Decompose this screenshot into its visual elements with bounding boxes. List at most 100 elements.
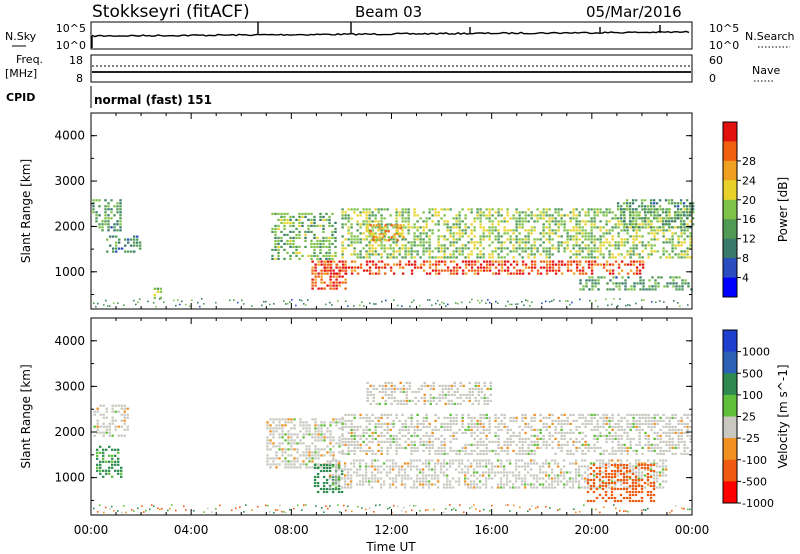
data-cell [440, 425, 443, 428]
data-cell [341, 217, 344, 220]
data-cell [403, 486, 407, 489]
data-cell [679, 217, 683, 220]
data-cell [405, 387, 408, 390]
data-cell [290, 442, 293, 445]
data-cell [111, 404, 114, 407]
data-cell [488, 229, 491, 232]
data-cell [341, 452, 344, 455]
data-cell [591, 276, 594, 279]
data-cell [313, 463, 317, 467]
data-cell [638, 416, 641, 419]
data-cell [596, 250, 599, 253]
data-cell [362, 440, 365, 443]
data-cell [399, 402, 402, 405]
data-cell [590, 208, 593, 211]
data-cell [682, 223, 686, 226]
data-cell [683, 443, 686, 446]
data-cell [479, 235, 482, 238]
data-cell [607, 481, 611, 485]
data-cell [347, 266, 351, 269]
data-cell [667, 199, 671, 202]
data-cell [672, 282, 675, 285]
data-cell [622, 475, 626, 479]
data-cell [593, 247, 596, 250]
data-cell [119, 208, 122, 211]
data-cell [284, 460, 287, 463]
data-cell [308, 427, 311, 430]
data-cell [479, 253, 482, 256]
data-cell [635, 217, 638, 220]
data-cell [437, 214, 440, 217]
data-cell [477, 384, 480, 387]
data-cell [494, 235, 497, 238]
data-cell [542, 208, 545, 211]
data-cell [610, 477, 614, 480]
data-cell [447, 303, 449, 306]
data-cell [467, 226, 470, 229]
data-cell [410, 446, 413, 449]
data-cell [400, 465, 404, 468]
data-cell [554, 428, 557, 431]
data-cell [662, 247, 665, 250]
data-cell [328, 245, 331, 248]
data-cell [413, 505, 415, 507]
data-cell [674, 425, 677, 428]
data-cell [476, 452, 479, 455]
data-cell [493, 465, 497, 468]
data-cell [575, 253, 578, 256]
data-cell [615, 507, 617, 510]
data-cell [119, 211, 122, 214]
data-cell [619, 499, 623, 503]
data-cell [331, 236, 334, 239]
data-cell [473, 443, 476, 446]
data-cell [458, 217, 461, 220]
data-cell [479, 416, 482, 419]
data-cell [389, 269, 393, 272]
data-cell [449, 253, 452, 256]
data-cell [386, 226, 389, 229]
data-cell [419, 241, 422, 244]
data-cell [659, 452, 662, 455]
data-cell [662, 449, 665, 452]
data-cell [524, 250, 527, 253]
data-cell [602, 452, 605, 455]
data-cell [494, 449, 497, 452]
data-cell [284, 463, 287, 466]
data-cell [274, 212, 277, 215]
data-cell [670, 202, 674, 205]
data-cell [405, 393, 408, 396]
data-cell [640, 477, 644, 480]
data-cell [365, 208, 368, 211]
data-cell [112, 247, 115, 250]
data-cell [548, 263, 552, 266]
data-cell [327, 507, 329, 510]
data-cell [406, 465, 410, 468]
data-cell [605, 220, 608, 223]
data-cell [674, 452, 677, 455]
data-cell [643, 486, 647, 489]
data-cell [611, 238, 614, 241]
data-cell [545, 428, 548, 431]
data-cell [572, 253, 575, 256]
data-cell [632, 253, 635, 256]
data-cell [350, 269, 354, 272]
data-cell [629, 269, 633, 272]
data-cell [611, 263, 615, 266]
data-cell [434, 263, 438, 266]
data-cell [622, 478, 626, 482]
data-cell [658, 483, 662, 486]
data-cell [117, 404, 120, 407]
data-cell [512, 256, 515, 259]
data-cell [320, 424, 323, 427]
data-cell [655, 462, 659, 465]
data-cell [589, 299, 591, 302]
data-cell [482, 269, 486, 272]
data-cell [425, 425, 428, 428]
data-cell [395, 263, 399, 266]
data-cell [631, 226, 635, 229]
data-cell [652, 199, 656, 202]
data-cell [425, 217, 428, 220]
data-cell [272, 460, 275, 463]
data-cell [478, 486, 482, 489]
data-cell [353, 266, 357, 269]
